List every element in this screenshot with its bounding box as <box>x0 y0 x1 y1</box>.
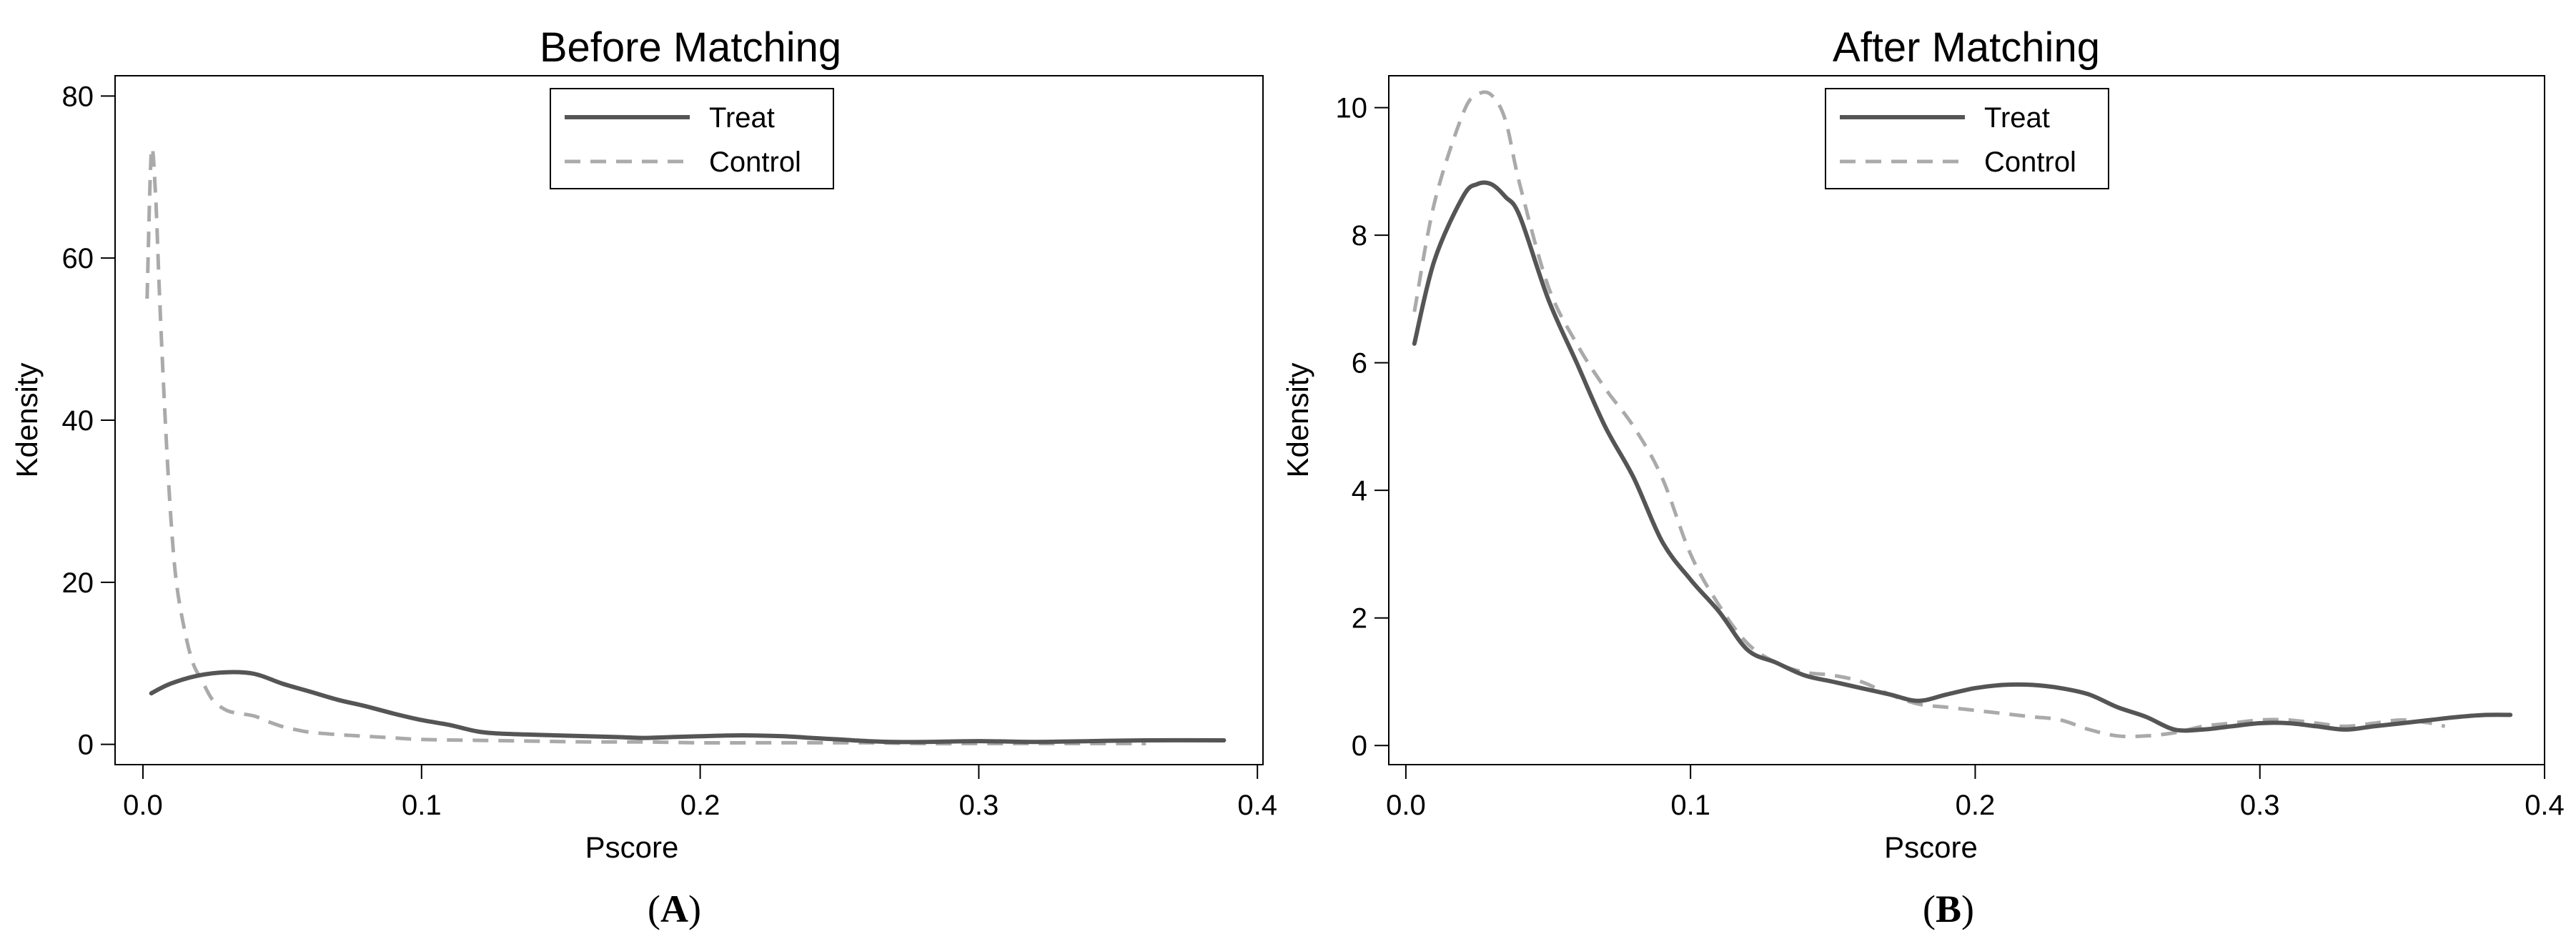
y-tick-label: 20 <box>62 567 94 599</box>
y-tick-label: 0 <box>78 730 94 761</box>
y-axis-label: Kdensity <box>1281 362 1314 477</box>
legend-box <box>550 88 834 189</box>
panel-label-close: ) <box>1961 888 1974 930</box>
plot-frame <box>1388 75 2545 765</box>
x-tick-label: 0.1 <box>402 790 442 821</box>
panel-label-open: ( <box>648 888 660 930</box>
x-axis-label: Pscore <box>1884 830 1978 864</box>
panel-label-open: ( <box>1923 888 1936 930</box>
panel-label: (B) <box>1923 888 1974 930</box>
legend-label-treat: Treat <box>1984 102 2050 134</box>
series-line-control <box>145 146 1146 746</box>
y-tick-label: 4 <box>1352 475 1367 507</box>
panel-label-letter: A <box>660 888 688 930</box>
chart-panel-a: Before Matching 0.0 0.1 0.2 0.3 0.4 0 20 40 60 80 P… <box>10 24 1277 930</box>
y-tick-label: 6 <box>1352 348 1367 379</box>
legend-label-control: Control <box>1984 146 2076 178</box>
legend: Treat Control <box>550 88 834 189</box>
x-tick-label: 0.3 <box>959 790 999 821</box>
chart-title: Before Matching <box>540 24 841 71</box>
y-tick-label: 8 <box>1352 220 1367 252</box>
x-axis-label: Pscore <box>585 830 679 864</box>
y-tick-label: 0 <box>1352 730 1367 762</box>
panel-label-letter: B <box>1936 888 1961 930</box>
legend: Treat Control <box>1825 88 2109 189</box>
x-tick-label: 0.2 <box>1956 790 1996 821</box>
y-tick-label: 10 <box>1336 93 1368 124</box>
y-tick-label: 80 <box>62 81 94 112</box>
x-tick-label: 0.0 <box>1386 790 1426 821</box>
legend-label-control: Control <box>709 146 801 178</box>
x-tick-label: 0.4 <box>2525 790 2565 821</box>
x-tick-label: 0.3 <box>2240 790 2280 821</box>
x-tick-label: 0.0 <box>123 790 163 821</box>
series-line-treat <box>1412 180 2513 733</box>
panel-label: (A) <box>648 888 701 930</box>
x-tick-label: 0.4 <box>1237 790 1277 821</box>
panel-label-close: ) <box>688 888 701 930</box>
chart-title: After Matching <box>1833 24 2100 71</box>
x-tick-label: 0.1 <box>1670 790 1710 821</box>
legend-box <box>1825 88 2109 189</box>
y-tick-label: 60 <box>62 243 94 274</box>
y-axis-label: Kdensity <box>10 362 44 477</box>
y-tick-label: 2 <box>1352 603 1367 635</box>
series-line-treat <box>149 670 1227 745</box>
chart-panel-b: After Matching 0.0 0.1 0.2 0.3 0.4 0 2 4 6 8 10 Psco… <box>1281 24 2565 930</box>
series-line-control <box>1412 90 2446 739</box>
y-tick-label: 40 <box>62 405 94 437</box>
x-tick-label: 0.2 <box>680 790 720 821</box>
legend-label-treat: Treat <box>709 102 775 134</box>
